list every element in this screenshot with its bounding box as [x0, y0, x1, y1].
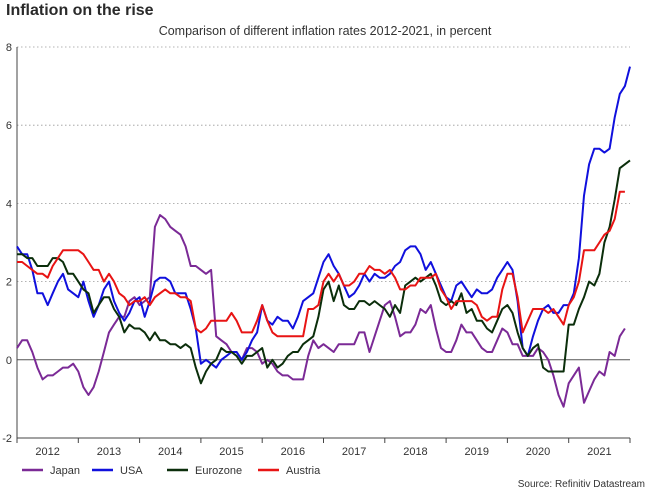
x-tick-label: 2013 [97, 446, 121, 458]
series-line-usa [16, 66, 631, 369]
grid [17, 46, 630, 361]
y-tick-label: 6 [6, 120, 12, 132]
source-note: Source: Refinitiv Datastream [518, 479, 645, 490]
y-tick-label: 0 [6, 355, 12, 367]
x-tick-label: 2021 [587, 446, 611, 458]
legend-label-eurozone: Eurozone [195, 465, 242, 477]
x-tick-label: 2014 [158, 446, 182, 458]
legend-label-japan: Japan [50, 465, 80, 477]
legend: Japan USA Eurozone Austria [22, 465, 321, 477]
axes: -2 0 2 4 6 8 2012 2013 2014 2015 2016 2017 2018 2019 2… [2, 42, 631, 458]
x-tick-label: 2016 [281, 446, 305, 458]
x-tick-label: 2018 [403, 446, 427, 458]
series-line-eurozone [17, 159, 631, 385]
x-tick-label: 2020 [526, 446, 550, 458]
series-lines [16, 66, 631, 408]
page-title: Inflation on the rise [6, 2, 154, 19]
y-tick-label: 8 [6, 42, 12, 54]
legend-label-usa: USA [120, 465, 143, 477]
chart-subtitle: Comparison of different inflation rates … [158, 24, 492, 38]
x-tick-label: 2019 [465, 446, 489, 458]
x-tick-label: 2017 [342, 446, 366, 458]
y-tick-label: 4 [6, 198, 12, 210]
legend-label-austria: Austria [286, 465, 321, 477]
y-tick-label: -2 [2, 433, 12, 445]
x-tick-label: 2012 [35, 446, 59, 458]
y-tick-label: 2 [6, 277, 12, 289]
series-line-austria [17, 190, 625, 338]
x-tick-label: 2015 [219, 446, 243, 458]
series-line-japan [16, 214, 626, 408]
